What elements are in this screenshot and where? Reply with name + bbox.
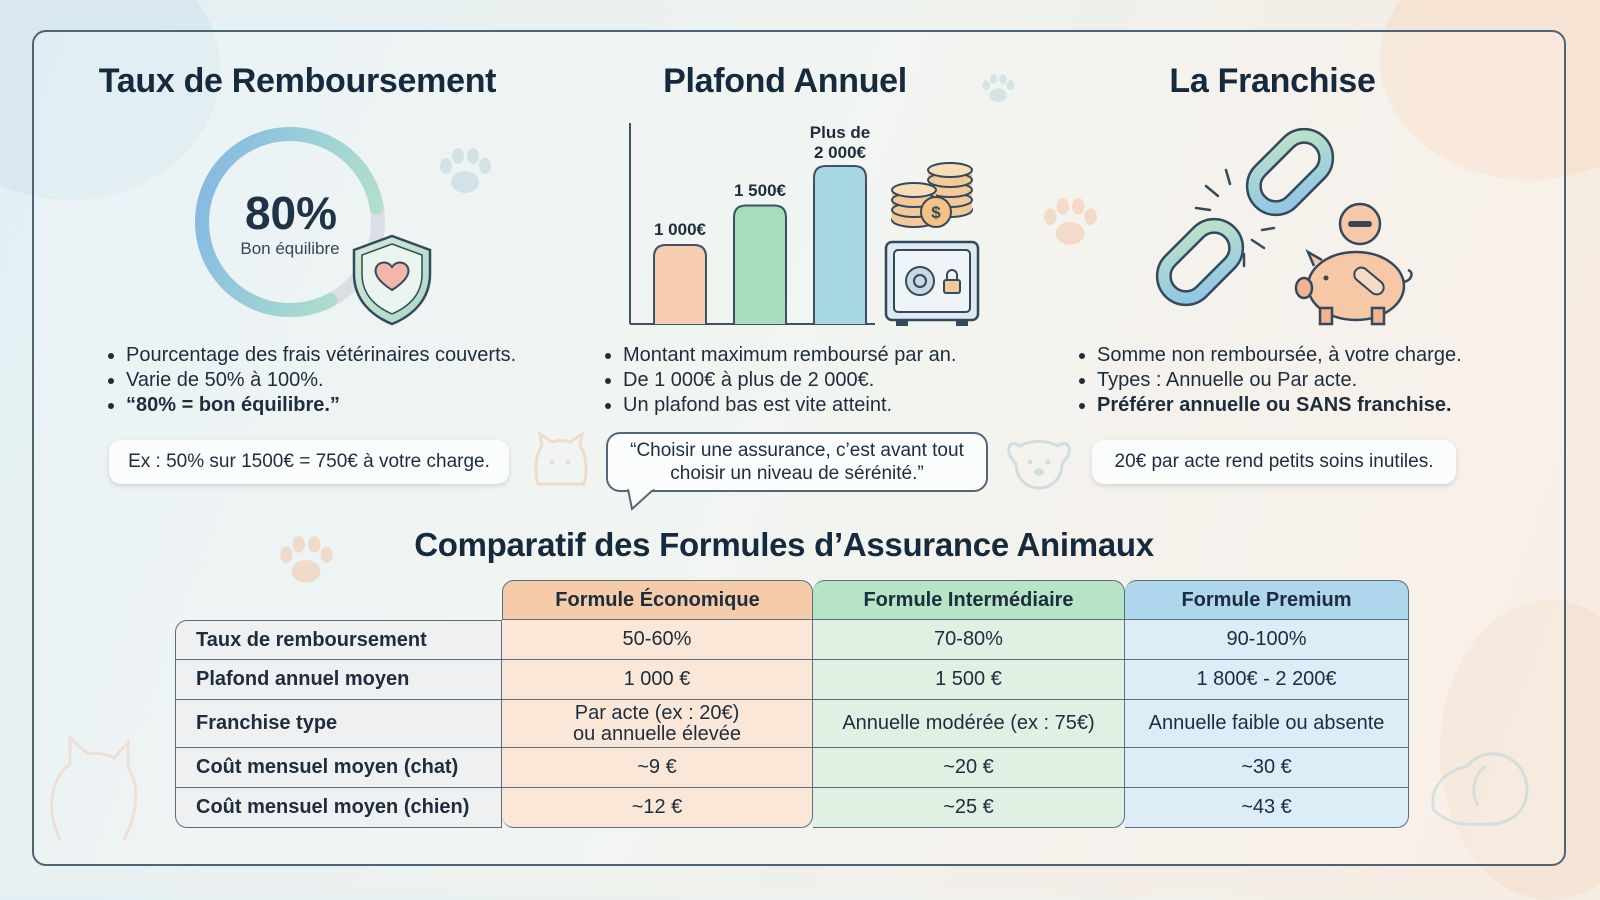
ring-sub-label: Bon équilibre [240,239,340,258]
bullet-item: De 1 000€ à plus de 2 000€. [601,368,956,393]
quote-line: choisir un niveau de sérénité.” [670,463,924,484]
bar-label-line: Plus de [809,123,871,142]
table-cell: 50-60% [502,620,813,660]
bar-1000 [653,244,707,324]
table-cell: Par acte (ex : 20€) ou annuelle élevée [502,700,813,748]
piggy-bank-icon [1294,202,1413,326]
paw-icon [280,536,333,583]
table-cell: ~9 € [502,748,813,788]
comparison-title: Comparatif des Formules d’Assurance Anim… [414,526,1154,563]
bullet-list-plafond: Montant maximum remboursé par an. De 1 0… [601,343,956,418]
bullet-item: Montant maximum remboursé par an. [601,343,956,368]
table-cell: ~12 € [502,788,813,828]
bullet-item: “80% = bon équilibre.” [104,393,516,418]
table-cell: ~30 € [1125,748,1409,788]
bar-1500 [733,204,787,324]
bar-label-line: 2 000€ [814,143,866,162]
bubble-tail [627,489,655,511]
svg-text:$: $ [931,203,941,222]
paw-icon [440,148,491,193]
bar-label-2000: Plus de 2 000€ [800,123,880,163]
row-label: Franchise type [175,700,502,748]
paw-icon [982,74,1015,103]
quote-bubble: “Choisir une assurance, c’est avant tout… [606,432,988,492]
example-pill-taux: Ex : 50% sur 1500€ = 750€ à votre charge… [109,440,509,484]
table-cell-line: Par acte (ex : 20€) [574,701,740,724]
shield-heart-icon [352,234,432,326]
table-cell: ~43 € [1125,788,1409,828]
dog-icon [1007,440,1071,490]
bullet-item: Somme non remboursée, à votre charge. [1075,343,1462,368]
ring-chart [195,127,432,326]
cat-icon [50,734,138,841]
table-cell: 1 000 € [502,660,813,700]
row-label: Coût mensuel moyen (chien) [175,788,502,828]
dog-icon [1431,752,1529,826]
table-cell: 90-100% [1125,620,1409,660]
column-header: Formule Premium [1125,580,1409,620]
quote-line: “Choisir une assurance, c’est avant tout [630,440,964,461]
column-title-plafond: Plafond Annuel [663,62,907,100]
bullet-item: Un plafond bas est vite atteint. [601,393,956,418]
row-label: Taux de remboursement [175,620,502,660]
table-cell: Annuelle faible ou absente [1125,700,1409,748]
column-header: Formule Intermédiaire [813,580,1125,620]
table-cell: ~20 € [813,748,1125,788]
broken-chain-icon [1155,127,1335,307]
coins-icon: $ [891,162,973,228]
bar-chart [629,123,875,325]
row-label: Coût mensuel moyen (chat) [175,748,502,788]
table-cell: 1 500 € [813,660,1125,700]
column-title-taux: Taux de Remboursement [98,62,497,100]
table-cell: Annuelle modérée (ex : 75€) [813,700,1125,748]
bullet-list-franchise: Somme non remboursée, à votre charge. Ty… [1075,343,1462,418]
paw-icon [1044,198,1097,245]
table-cell: 1 800€ - 2 200€ [1125,660,1409,700]
bullet-item: Varie de 50% à 100%. [104,368,516,393]
cat-icon [534,432,588,486]
safe-icon [884,240,980,326]
example-pill-franchise: 20€ par acte rend petits soins inutiles. [1092,440,1456,484]
column-title-franchise: La Franchise [1169,62,1376,100]
bullet-item: Types : Annuelle ou Par acte. [1075,368,1462,393]
bullet-item: Pourcentage des frais vétérinaires couve… [104,343,516,368]
ring-percent-label: 80% [244,187,338,239]
table-cell-line: ou annuelle élevée [573,722,741,745]
bullet-list-taux: Pourcentage des frais vétérinaires couve… [104,343,516,418]
bar-label-1000: 1 000€ [654,220,706,239]
bullet-item: Préférer annuelle ou SANS franchise. [1075,393,1462,418]
table-cell: ~25 € [813,788,1125,828]
bar-2000 [813,165,867,324]
row-label: Plafond annuel moyen [175,660,502,700]
bar-label-1500: 1 500€ [734,181,786,200]
column-header: Formule Économique [502,580,813,620]
table-cell: 70-80% [813,620,1125,660]
